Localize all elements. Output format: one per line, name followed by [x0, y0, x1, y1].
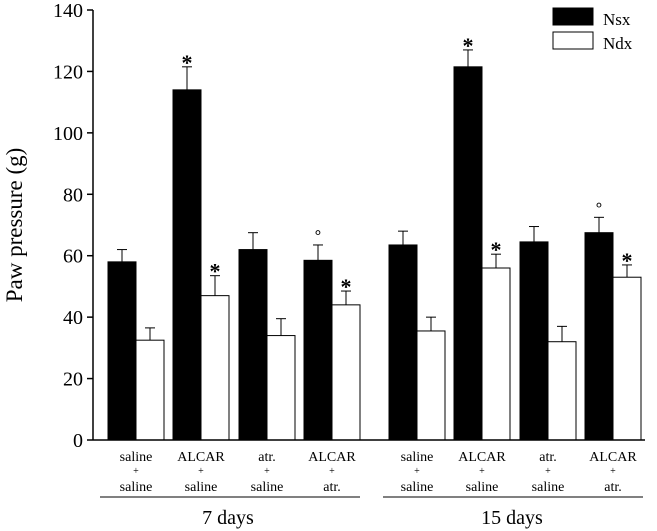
category-label-bottom: saline [120, 480, 153, 495]
y-tick-label: 120 [53, 61, 83, 83]
category-label-plus: + [610, 466, 616, 477]
category-label-bottom: saline [401, 480, 434, 495]
category-label-plus: + [545, 466, 551, 477]
category-label-bottom: saline [185, 480, 218, 495]
bar-ndx [547, 341, 577, 441]
category-label-top: saline [401, 450, 434, 465]
category-label-plus: + [414, 466, 420, 477]
bar-nsx [388, 244, 418, 441]
y-tick-label: 80 [63, 184, 83, 206]
y-tick-label: 100 [53, 123, 83, 145]
bar-nsx [303, 259, 333, 441]
category-label-top: ALCAR [589, 450, 637, 465]
bar-ndx [200, 295, 230, 441]
legend-label-nsx: Nsx [603, 10, 631, 29]
significance-circle: ° [596, 200, 602, 217]
category-label-bottom: atr. [323, 480, 341, 495]
significance-star: * [463, 33, 474, 58]
legend-swatch-nsx [552, 7, 594, 26]
significance-circle: ° [315, 228, 321, 245]
bar-ndx [416, 330, 446, 441]
bar-nsx [172, 89, 202, 441]
bar-nsx [584, 232, 614, 441]
y-axis-label: Paw pressure (g) [2, 148, 27, 303]
significance-star: * [491, 237, 502, 262]
significance-star: * [182, 50, 193, 75]
y-tick-label: 0 [73, 430, 83, 452]
category-label-plus: + [329, 466, 335, 477]
bar-nsx [107, 261, 137, 441]
category-label-bottom: atr. [604, 480, 622, 495]
y-tick-label: 60 [63, 246, 83, 268]
category-label-plus: + [479, 466, 485, 477]
legend-label-ndx: Ndx [603, 34, 633, 53]
category-label-top: ALCAR [308, 450, 356, 465]
category-label-top: saline [120, 450, 153, 465]
category-label-bottom: saline [532, 480, 565, 495]
bar-ndx [612, 276, 642, 441]
y-tick-label: 40 [63, 307, 83, 329]
bar-ndx [481, 267, 511, 441]
bar-ndx [135, 339, 165, 441]
group-label: 7 days [202, 507, 254, 529]
category-label-top: ALCAR [177, 450, 225, 465]
bar-nsx [238, 249, 268, 441]
group-label: 15 days [481, 507, 543, 529]
significance-star: * [622, 248, 633, 273]
bar-nsx [453, 66, 483, 441]
significance-star: * [341, 274, 352, 299]
category-label-top: atr. [539, 450, 557, 465]
category-label-top: atr. [258, 450, 276, 465]
category-label-bottom: saline [251, 480, 284, 495]
significance-star: * [210, 259, 221, 284]
y-tick-label: 140 [53, 0, 83, 22]
bar-nsx [519, 241, 549, 441]
category-label-top: ALCAR [458, 450, 506, 465]
category-label-plus: + [133, 466, 139, 477]
category-label-bottom: saline [466, 480, 499, 495]
y-tick-label: 20 [63, 369, 83, 391]
category-label-plus: + [198, 466, 204, 477]
bar-ndx [266, 335, 296, 441]
legend-swatch-ndx [552, 31, 594, 50]
bar-ndx [331, 304, 361, 441]
category-label-plus: + [264, 466, 270, 477]
